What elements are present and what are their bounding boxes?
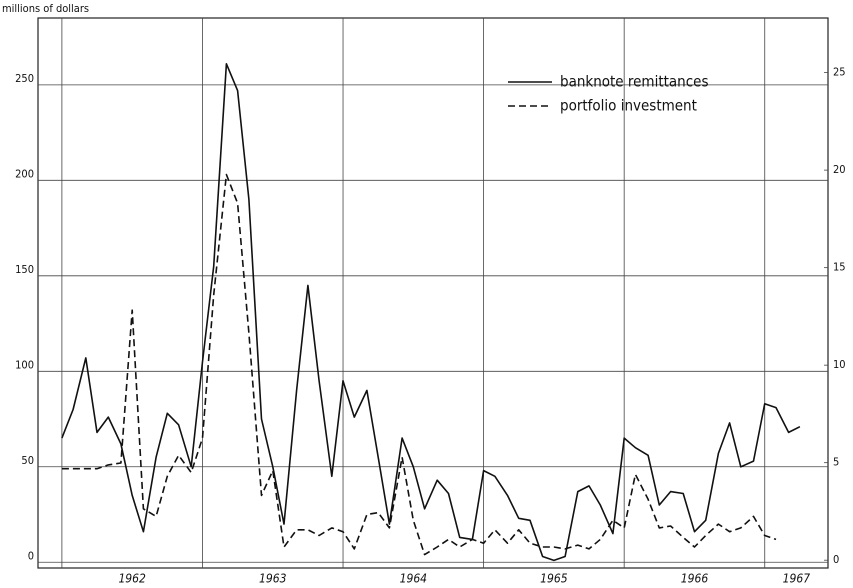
series-line bbox=[61, 63, 801, 562]
y2-tick-label: 25 bbox=[833, 66, 846, 79]
y-tick-label: 100 bbox=[15, 358, 34, 371]
y2-tick-label: 10 bbox=[833, 358, 846, 371]
y2-tick-label: 20 bbox=[833, 163, 846, 176]
legend-label: portfolio investment bbox=[560, 97, 697, 115]
y-tick-label: 0 bbox=[28, 549, 34, 562]
x-tick-label: 1962 bbox=[118, 572, 146, 586]
x-tick-label: 1964 bbox=[400, 572, 428, 586]
series-line bbox=[61, 173, 777, 556]
y-tick-label: 50 bbox=[21, 454, 34, 467]
x-tick-label: 1966 bbox=[681, 572, 709, 586]
y-tick-label: 200 bbox=[15, 167, 34, 180]
x-tick-label: 1963 bbox=[259, 572, 287, 586]
x-tick-label: 1967 bbox=[783, 572, 811, 586]
y2-tick-label: 0 bbox=[833, 553, 839, 566]
axis-unit-title: millions of dollars bbox=[2, 2, 89, 15]
x-tick-label: 1965 bbox=[540, 572, 568, 586]
y2-tick-label: 15 bbox=[833, 261, 846, 274]
y-tick-label: 250 bbox=[15, 72, 34, 85]
y-tick-label: 150 bbox=[15, 263, 34, 276]
plot-frame bbox=[37, 17, 829, 569]
y2-tick-label: 5 bbox=[833, 456, 839, 469]
legend-label: banknote remittances bbox=[560, 73, 708, 91]
